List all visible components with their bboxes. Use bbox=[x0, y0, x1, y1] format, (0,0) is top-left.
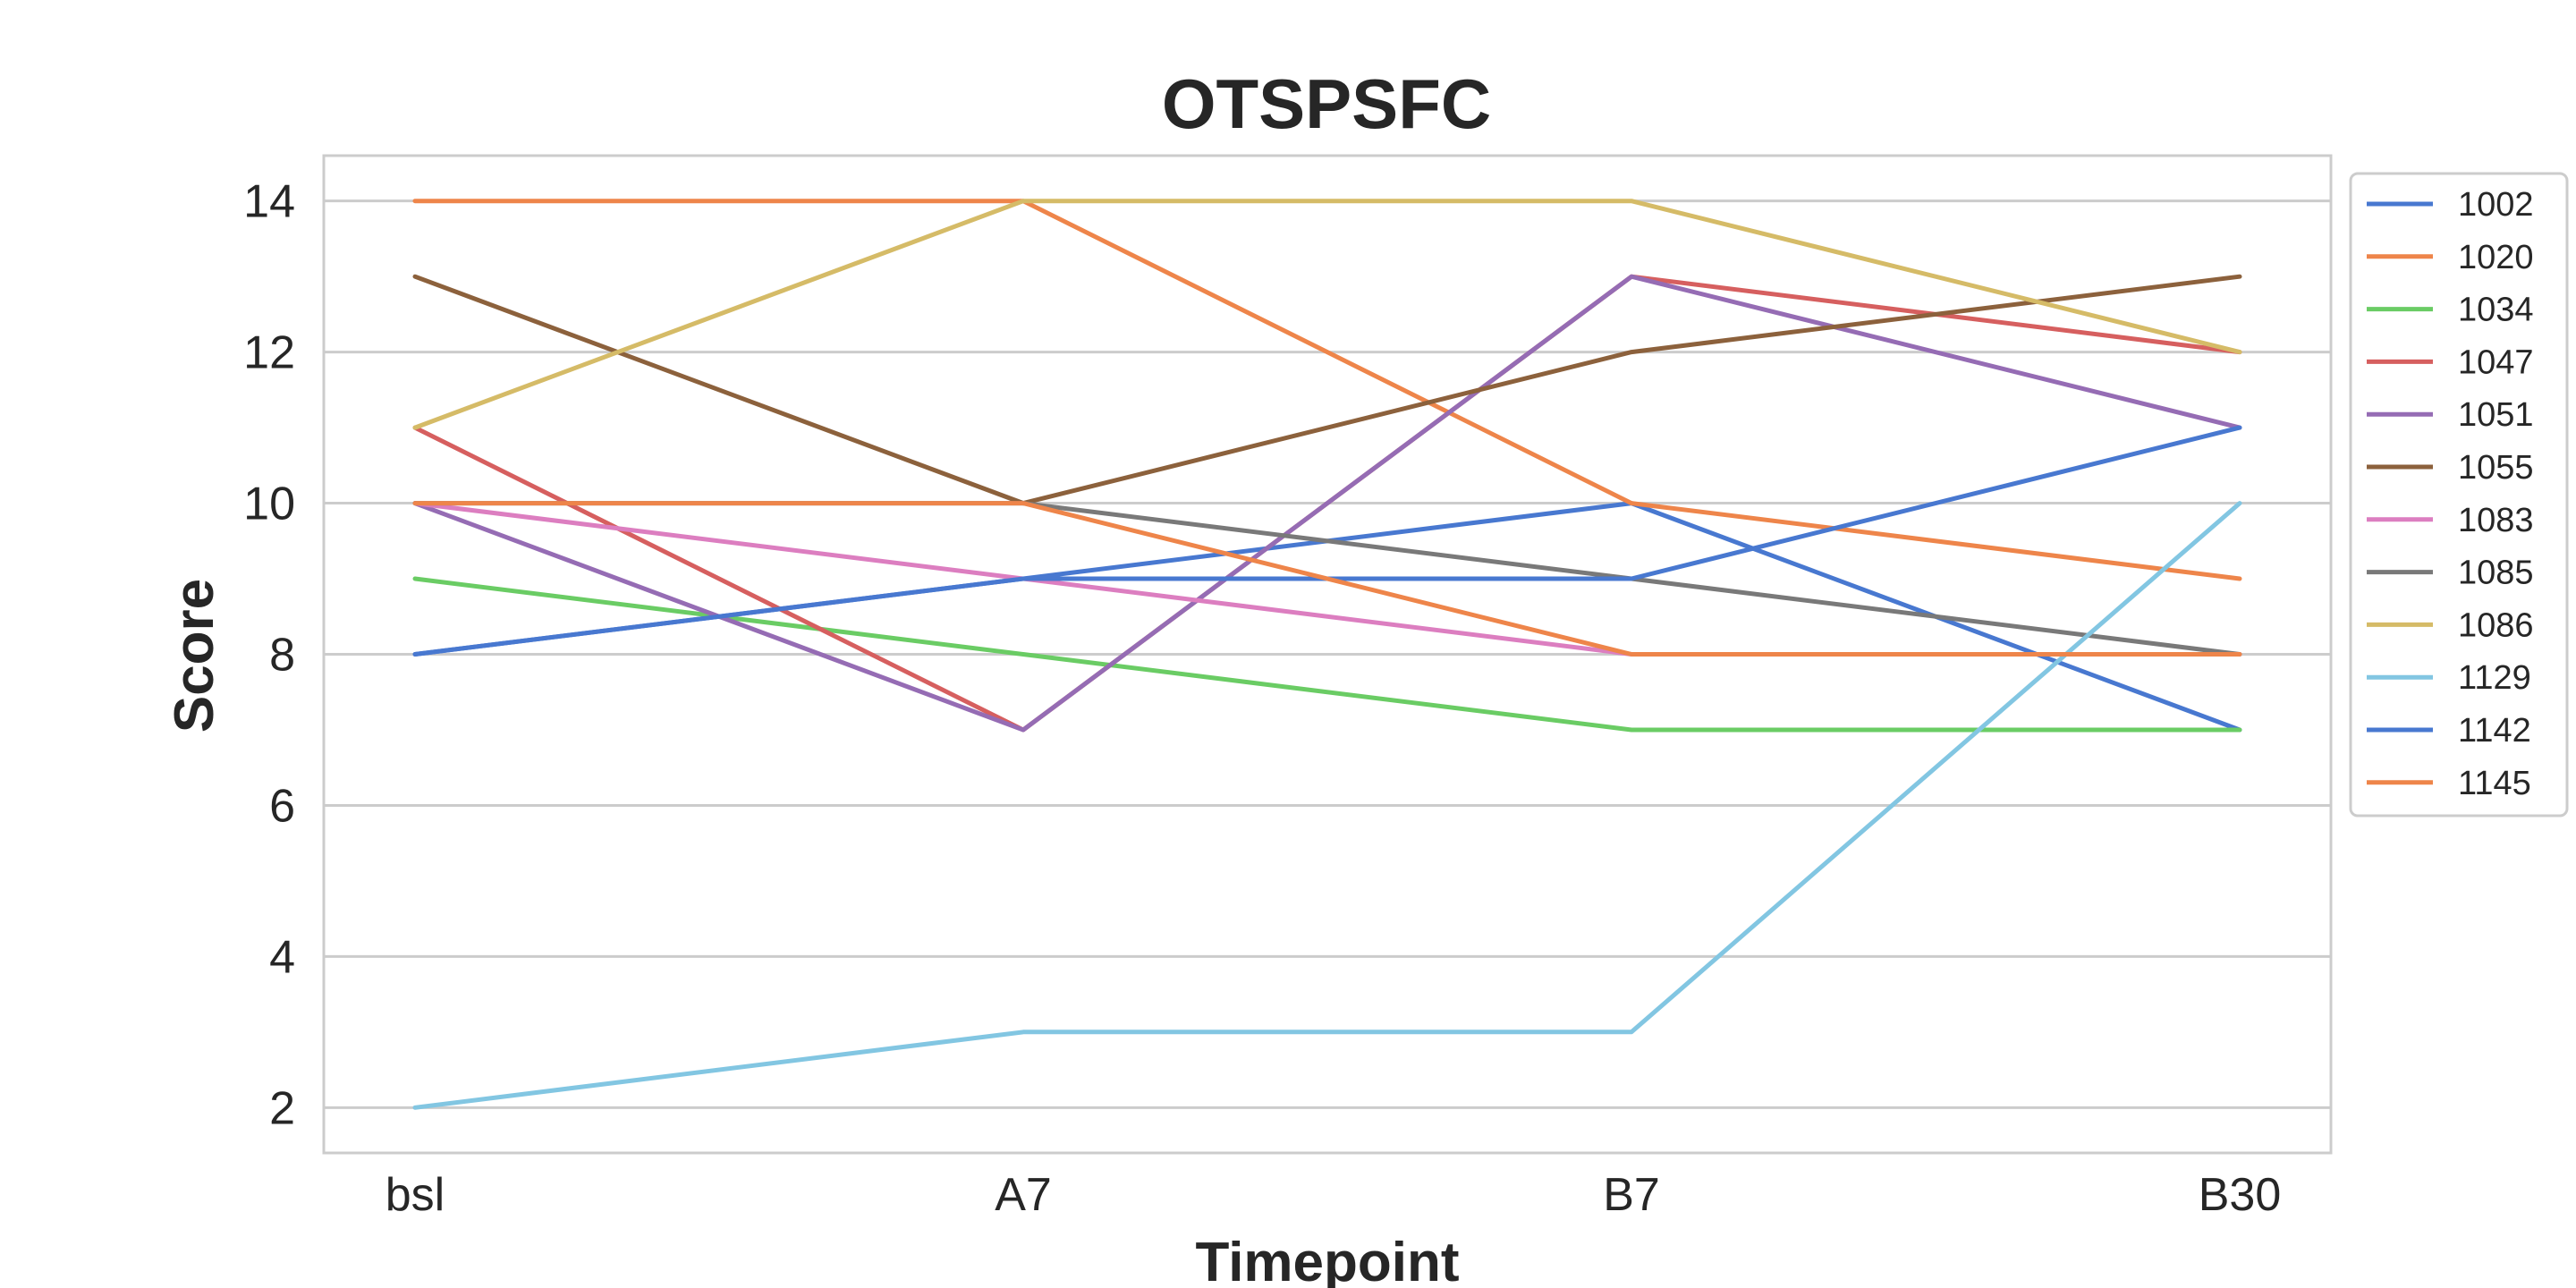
legend-label-1034: 1034 bbox=[2458, 292, 2534, 329]
y-tick-label: 12 bbox=[243, 327, 295, 379]
x-tick-label: bsl bbox=[386, 1169, 445, 1221]
y-axis-ticks: 2 4 6 8 10 12 14 bbox=[243, 176, 295, 1135]
x-tick-label: B7 bbox=[1603, 1169, 1660, 1221]
legend: 1002 1020 1034 1047 1051 1055 1083 1085 1086 1129… bbox=[2349, 172, 2569, 818]
x-axis-ticks: bsl A7 B7 B30 bbox=[386, 1169, 2282, 1221]
chart-title: OTSPSFC bbox=[1162, 64, 1491, 143]
legend-label-1051: 1051 bbox=[2458, 396, 2534, 434]
legend-label-1047: 1047 bbox=[2458, 343, 2534, 381]
x-axis-label: Timepoint bbox=[1195, 1232, 1459, 1288]
legend-label-1020: 1020 bbox=[2458, 239, 2534, 276]
x-tick-label: B30 bbox=[2199, 1169, 2282, 1221]
legend-label-1142: 1142 bbox=[2458, 712, 2531, 750]
plot-area bbox=[322, 154, 2333, 1155]
y-tick-label: 8 bbox=[269, 630, 295, 682]
legend-frame bbox=[2349, 172, 2569, 818]
legend-items: 1002 1020 1034 1047 1051 1055 1083 1085 1086 1129… bbox=[2367, 186, 2534, 802]
y-tick-label: 2 bbox=[269, 1082, 295, 1134]
y-axis-label: Score bbox=[164, 579, 225, 733]
series-lines bbox=[412, 199, 2242, 1110]
legend-label-1086: 1086 bbox=[2458, 606, 2534, 644]
legend-label-1055: 1055 bbox=[2458, 449, 2534, 487]
y-tick-label: 14 bbox=[243, 176, 295, 228]
legend-label-1145: 1145 bbox=[2458, 765, 2531, 802]
series-line-1055 bbox=[412, 274, 2242, 506]
legend-label-1002: 1002 bbox=[2458, 186, 2534, 224]
series-line-1129 bbox=[412, 501, 2242, 1110]
y-tick-label: 4 bbox=[269, 931, 295, 983]
series-line-1020 bbox=[412, 199, 2242, 581]
y-tick-label: 6 bbox=[269, 780, 295, 832]
legend-label-1129: 1129 bbox=[2458, 659, 2531, 697]
legend-label-1085: 1085 bbox=[2458, 555, 2534, 592]
series-line-1145 bbox=[412, 501, 2242, 657]
legend-label-1083: 1083 bbox=[2458, 502, 2534, 539]
x-tick-label: A7 bbox=[995, 1169, 1052, 1221]
series-line-1086 bbox=[412, 199, 2242, 430]
y-tick-label: 10 bbox=[243, 479, 295, 530]
